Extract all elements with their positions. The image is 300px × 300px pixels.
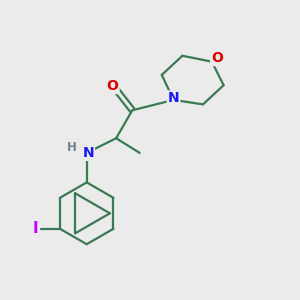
Text: N: N (82, 146, 94, 160)
Text: H: H (66, 141, 76, 154)
Text: O: O (107, 79, 118, 93)
Text: I: I (33, 221, 38, 236)
Text: N: N (168, 92, 179, 106)
Text: O: O (211, 51, 223, 65)
